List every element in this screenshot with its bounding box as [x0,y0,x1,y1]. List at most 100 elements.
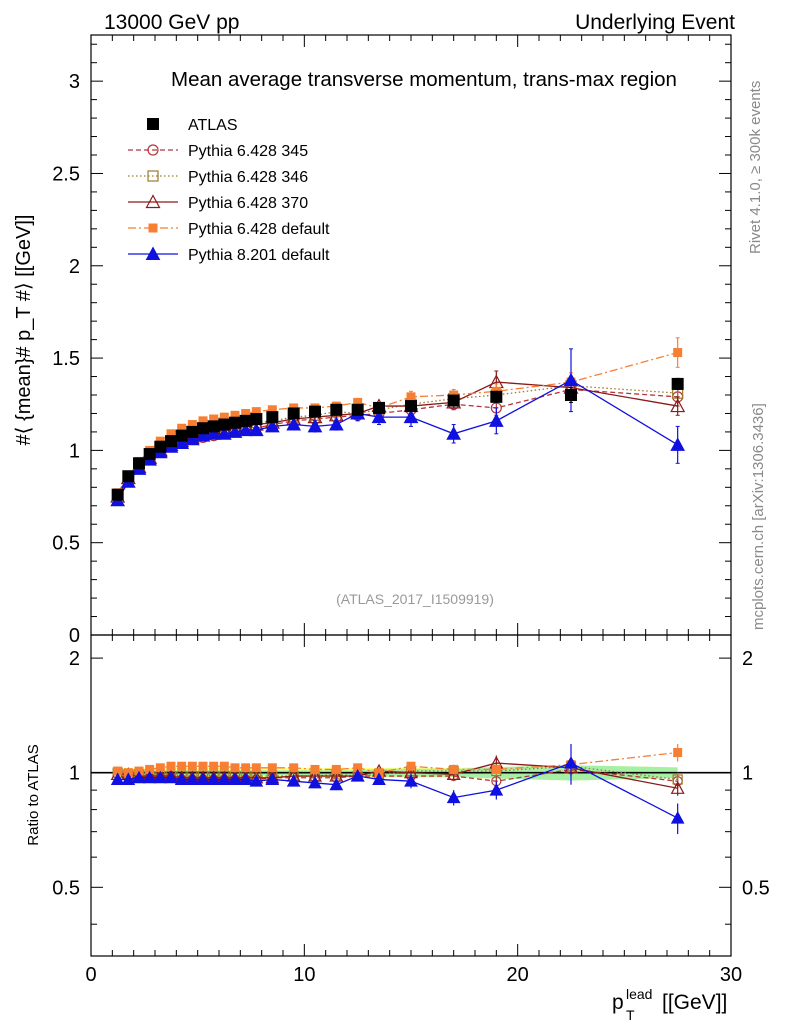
data-point-atlas [447,394,460,407]
main-y-tick-label: 2 [69,256,80,278]
ratio-point-p8def [489,783,504,796]
rivet-version-label: Rivet 4.1.0, ≥ 300k events [747,81,764,254]
ratio-y-tick-label-right: 1 [742,763,753,785]
data-point-p8def [174,435,190,449]
data-point-p370 [670,398,686,413]
data-point-p8def [563,372,579,387]
ratio-y-axis-title: Ratio to ATLAS [25,744,42,845]
ratio-point-p6def [230,763,240,773]
data-point-atlas [133,457,145,470]
legend: ATLAS Pythia 6.428 345 Pythia 6.428 346 Pyt… [128,117,330,264]
ratio-point-p8def [142,770,157,784]
main-y-tick-label: 2.5 [52,163,80,185]
main-y-tick-label: 0.5 [52,533,80,555]
legend-label: Pythia 6.428 346 [188,169,308,186]
legend-label: Pythia 8.201 default [188,247,330,264]
data-point-p8def [195,428,211,442]
legend-marker-p370 [145,194,161,209]
data-point-p6def [673,348,683,358]
legend-entry-p346: Pythia 6.428 346 [128,169,308,186]
ratio-plot-frame [90,634,732,957]
ratio-point-p6def [177,761,187,771]
ratio-point-p8def [110,772,125,785]
ratio-point-p8def [185,772,200,785]
ratio-point-p8def [249,774,264,787]
ratio-point-p370 [670,781,685,794]
ratio-point-p6def [406,761,416,771]
ratio-y-tick-label: 2 [69,648,80,670]
legend-marker-p345 [147,144,159,156]
main-chart-title: Mean average transverse momentum, trans-… [171,68,677,91]
data-point-atlas [405,400,417,413]
ratio-point-p8def [329,777,344,791]
data-point-p8def [184,431,200,446]
data-point-p8def [227,424,243,438]
data-point-p8def [206,426,222,440]
x-tick-label: 20 [507,964,529,986]
data-point-atlas [250,413,263,425]
data-point-p8def [371,409,387,424]
analysis-watermark: (ATLAS_2017_I1509919) [336,591,494,607]
data-point-atlas [122,470,135,483]
data-point-p8def [286,416,302,431]
ratio-point-p8def [350,769,365,782]
x-tick-label: 10 [293,964,315,986]
ratio-point-p8def [238,772,253,785]
axis-ticks: 00.511.522.530 10 20 300.5 0.51 12 2 [52,35,770,986]
legend-entry-p6def: Pythia 6.428 default [128,221,330,238]
series-atlas [111,377,684,501]
data-point-atlas [309,405,321,418]
ratio-point-p8def [164,770,178,784]
data-point-p8def [307,418,323,433]
data-point-atlas [229,416,241,429]
ratio-point-p6def [331,764,341,774]
data-point-atlas [154,440,167,453]
x-tick-label: 0 [85,964,96,986]
data-point-atlas [143,448,156,461]
ratio-point-p6def [187,761,197,771]
ratio-point-p6def [241,763,251,773]
legend-label: Pythia 6.428 345 [188,143,308,160]
ratio-point-p6def [198,761,208,771]
header-left-label: 13000 GeV pp [104,11,239,34]
data-point-p6def [406,392,416,402]
main-plot-frame [90,34,732,636]
data-point-atlas [165,435,177,448]
ratio-point-p8def [404,774,418,787]
ratio-point-p8def [564,756,578,769]
ratio-point-p8def [265,772,280,785]
data-point-atlas [287,407,300,420]
x-axis-title: p lead T [[GeV]] [612,986,727,1023]
data-point-p8def [328,416,344,431]
data-point-atlas [207,420,220,433]
data-point-atlas [239,414,252,427]
data-point-p8def [216,426,232,440]
ratio-point-p6def [289,763,299,773]
svg-text:[[GeV]]: [[GeV]] [662,991,727,1014]
ratio-point-p6def [155,763,165,773]
main-y-tick-label: 1.5 [52,348,80,370]
legend-label: ATLAS [188,117,238,134]
data-point-atlas [351,403,364,416]
legend-entry-p370: Pythia 6.428 370 [128,194,308,212]
data-point-atlas [111,488,124,501]
ratio-series-p8def [110,743,685,835]
ratio-point-p8def [308,775,322,789]
ratio-point-p8def [206,772,221,785]
legend-entry-p8def: Pythia 8.201 default [128,246,330,264]
data-point-atlas [266,411,279,424]
data-point-p8def [670,437,686,451]
mcplots-label: mcplots.cern.ch [arXiv:1306.3436] [750,403,767,630]
legend-marker-p8def [145,246,161,260]
main-y-tick-label: 3 [69,71,80,93]
data-point-p8def [488,413,504,427]
ratio-point-p8def [228,772,242,785]
ratio-point-p6def [251,763,261,773]
data-point-p8def [403,409,419,424]
data-point-atlas [175,429,188,442]
data-point-p8def [248,422,264,437]
legend-entry-atlas: ATLAS [147,117,238,134]
data-point-atlas [186,425,199,438]
data-point-atlas [330,403,343,416]
